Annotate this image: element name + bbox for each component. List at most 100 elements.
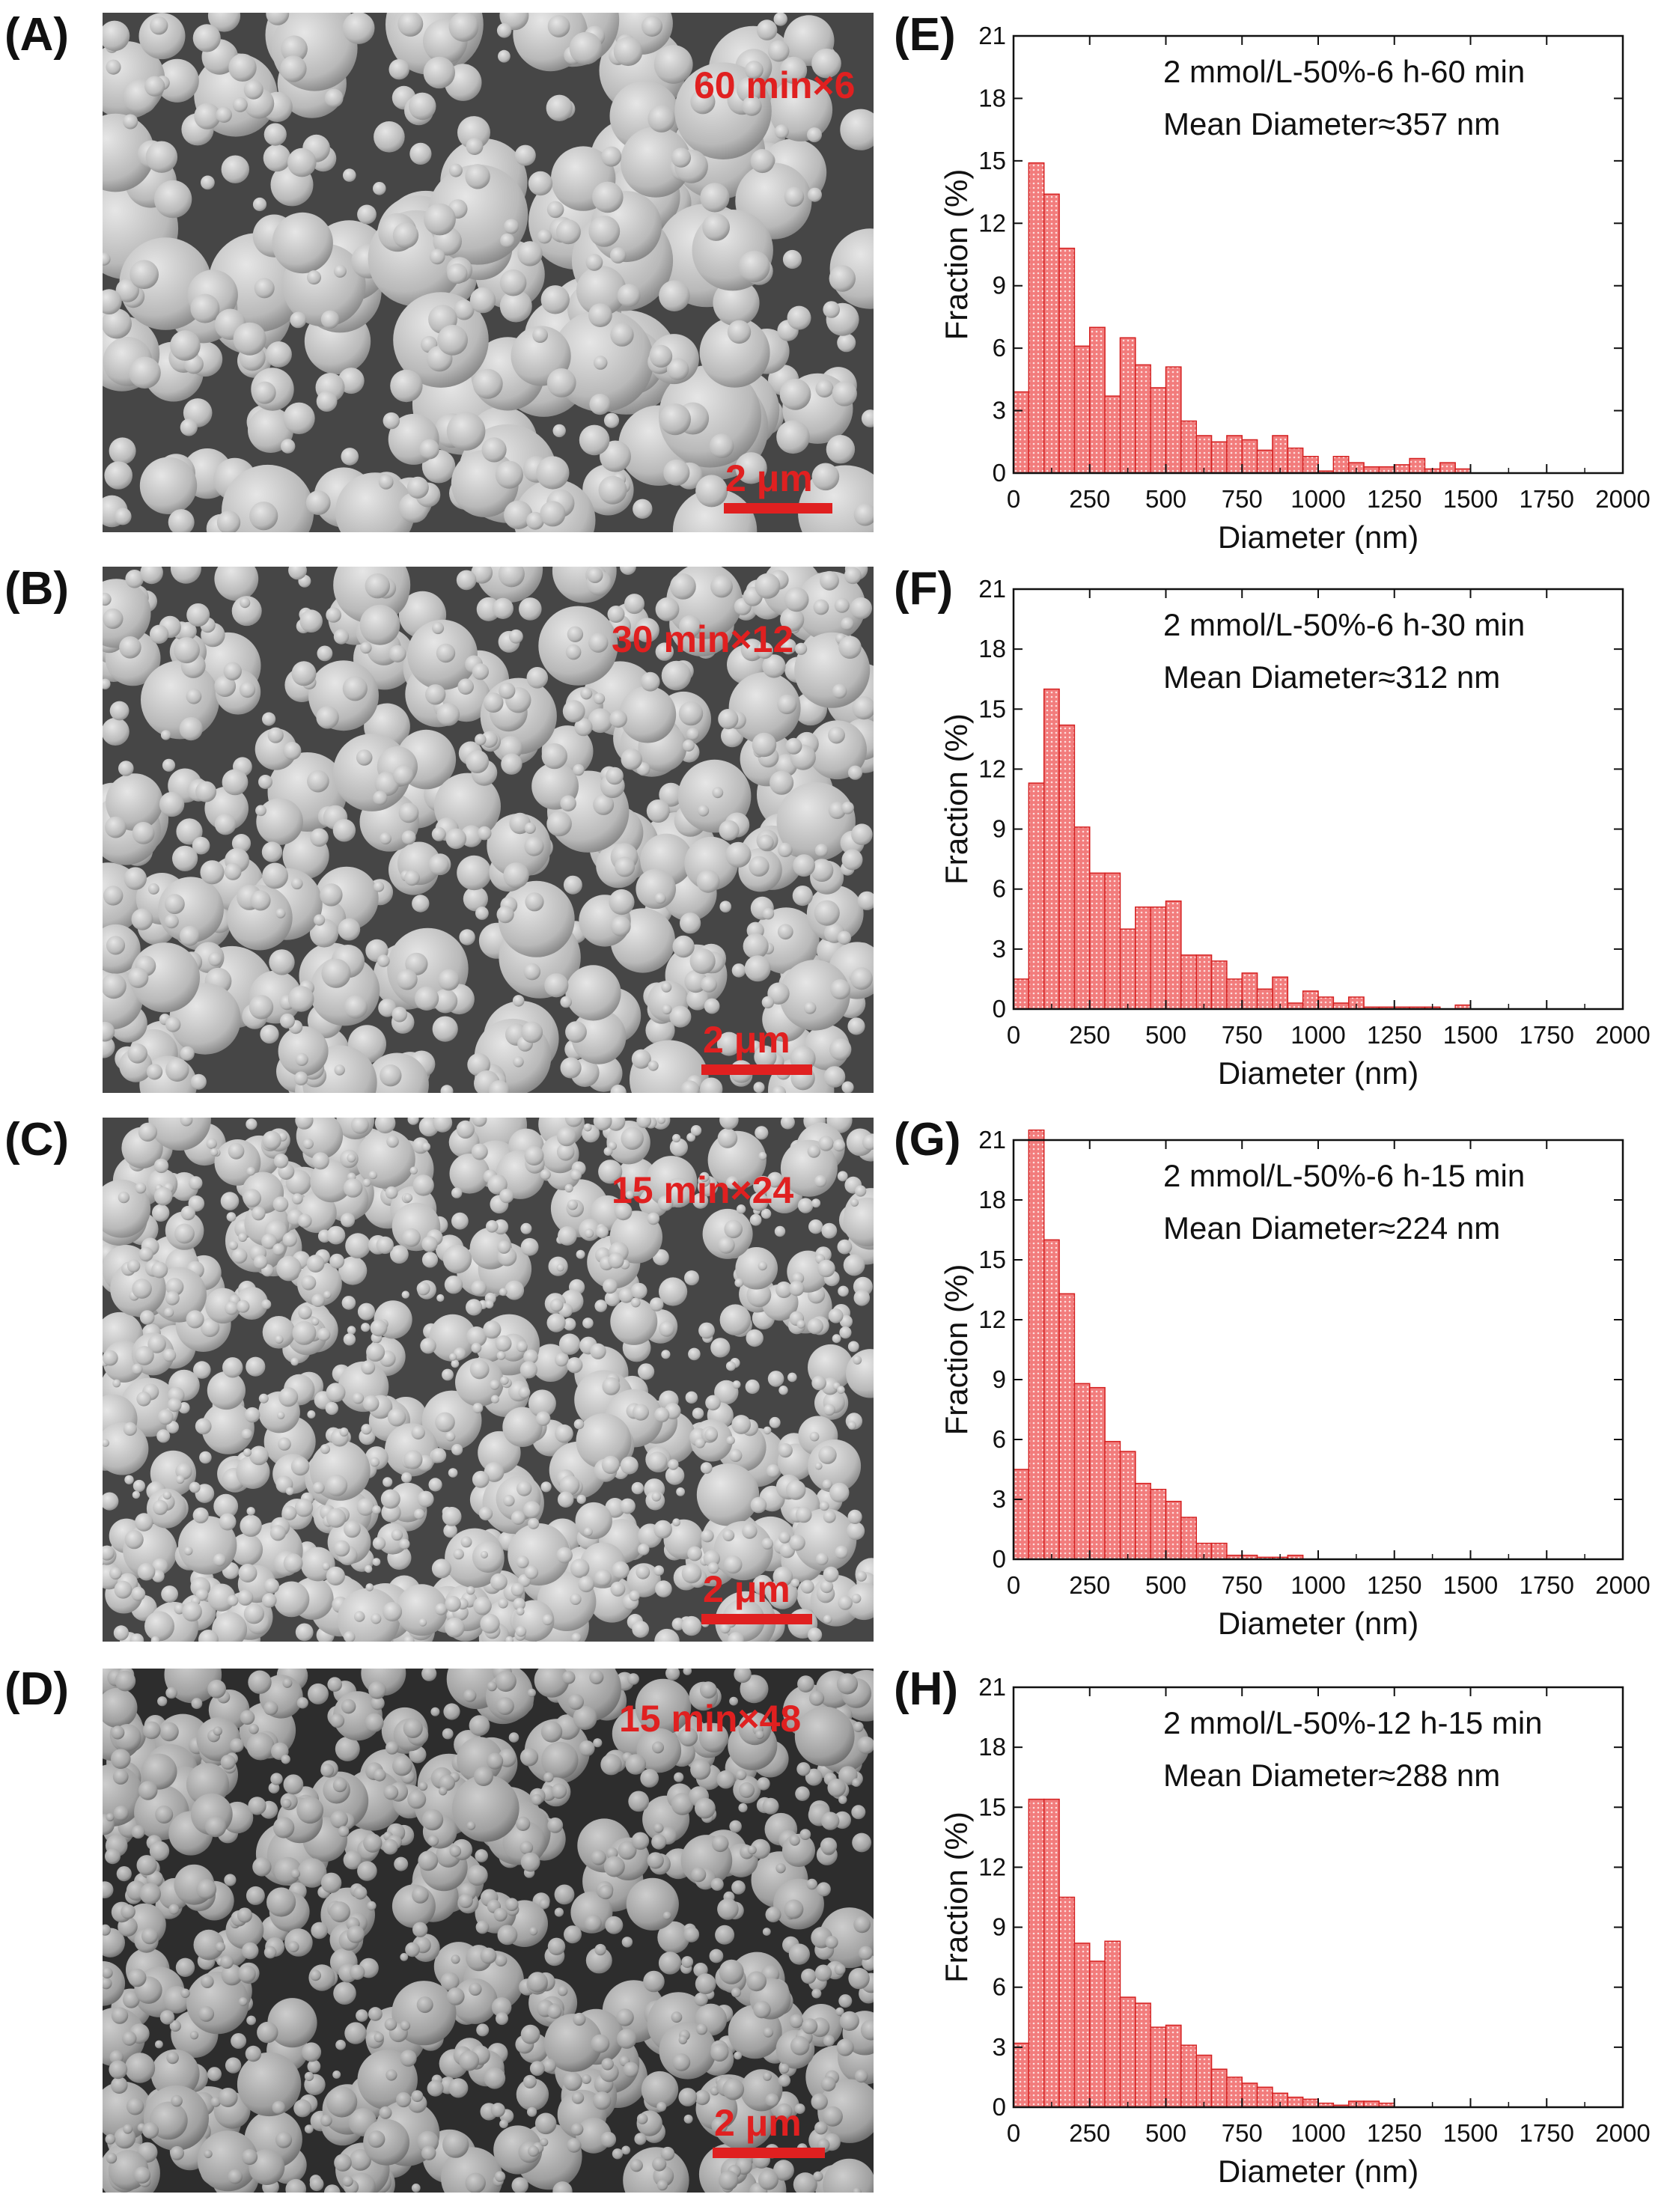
sem-image-b: 30 min×12 2 μm: [103, 567, 874, 1093]
histogram-bar: [1013, 2042, 1030, 2108]
x-tick-label: 1250: [1367, 1571, 1421, 1599]
histogram-bar: [1119, 1451, 1136, 1560]
histogram-bar: [1226, 2077, 1243, 2108]
histogram-bar: [1272, 435, 1289, 474]
y-tick-label: 15: [978, 695, 1006, 722]
sem-image-d: 15 min×48 2 μm: [103, 1669, 874, 2193]
sem-condition-label: 30 min×12: [612, 618, 794, 660]
mean-diameter-label: Mean Diameter≈224 nm: [1163, 1210, 1500, 1246]
x-axis-label: Diameter (nm): [1218, 520, 1418, 554]
y-tick-label: 3: [993, 935, 1006, 963]
histogram-bar: [1089, 872, 1106, 1010]
histogram-bar: [1119, 337, 1136, 474]
x-tick-label: 0: [1007, 1021, 1020, 1049]
y-tick-label: 18: [978, 84, 1006, 112]
histogram-bar: [1058, 247, 1076, 474]
histogram-bar: [1180, 954, 1197, 1010]
panel-label-h: (H): [894, 1663, 959, 1715]
y-axis-label: Fraction (%): [939, 1264, 974, 1436]
histogram-bar: [1150, 387, 1167, 474]
y-tick-label: 18: [978, 635, 1006, 662]
x-tick-label: 500: [1145, 485, 1186, 513]
histogram-f: 0 250 500 750 1000 1250 1500 1750 2000 0 3 6 9 12 15 18…: [939, 575, 1651, 1091]
histogram-bar: [1058, 724, 1076, 1010]
scale-bar-label: 2 μm: [703, 1019, 790, 1061]
x-tick-label: 1500: [1443, 485, 1498, 513]
panel-label-g: (G): [894, 1114, 961, 1166]
scale-bar-label: 2 μm: [725, 457, 813, 499]
x-tick-label: 250: [1069, 1571, 1110, 1599]
y-tick-label: 12: [978, 1853, 1006, 1880]
mean-diameter-label: Mean Diameter≈288 nm: [1163, 1758, 1500, 1793]
histogram-bar: [1317, 996, 1335, 1010]
histogram-bar: [1013, 978, 1030, 1010]
mean-diameter-label: Mean Diameter≈312 nm: [1163, 659, 1500, 695]
y-tick-label: 21: [978, 22, 1006, 49]
histogram-bar: [1043, 688, 1060, 1010]
x-tick-label: 750: [1222, 1021, 1263, 1049]
y-tick-label: 15: [978, 147, 1006, 174]
histogram-bar: [1165, 2024, 1182, 2108]
histogram-bar: [1287, 447, 1304, 474]
histogram-bar: [1409, 457, 1426, 474]
sem-condition-label: 60 min×6: [694, 64, 856, 106]
x-tick-label: 1500: [1443, 1571, 1498, 1599]
scale-bar: [724, 503, 832, 514]
x-axis-label: Diameter (nm): [1218, 2154, 1418, 2189]
histogram-bar: [1135, 364, 1151, 474]
histogram-bar: [1165, 900, 1182, 1010]
histogram-bar: [1195, 2054, 1213, 2108]
y-tick-label: 6: [993, 1425, 1006, 1453]
histogram-bar: [1028, 1129, 1045, 1560]
histogram-bar: [1210, 441, 1228, 474]
y-tick-label: 6: [993, 334, 1006, 362]
histogram-bar: [1180, 1517, 1197, 1560]
histogram-bar: [1256, 449, 1273, 474]
x-tick-label: 1000: [1290, 2119, 1345, 2147]
histogram-bar: [1210, 1542, 1228, 1560]
y-tick-label: 6: [993, 1973, 1006, 2001]
sem-particles: [103, 1118, 874, 1642]
histogram-bar: [1073, 826, 1091, 1010]
histogram-bar: [1150, 1488, 1167, 1560]
x-tick-label: 1750: [1520, 2119, 1574, 2147]
histogram-bar: [1089, 1960, 1106, 2108]
histogram-bar: [1226, 435, 1243, 474]
sem-particles: [103, 1669, 874, 2193]
chart-title: 2 mmol/L-50%-6 h-60 min: [1163, 54, 1525, 89]
histogram-bar: [1028, 782, 1045, 1010]
histogram-g: 0 250 500 750 1000 1250 1500 1750 2000 0 3 6 9 12 15 18…: [939, 1126, 1651, 1641]
x-tick-label: 750: [1222, 1571, 1263, 1599]
histogram-bar: [1058, 1896, 1076, 2108]
y-tick-label: 18: [978, 1186, 1006, 1213]
histogram-h: 0 250 500 750 1000 1250 1500 1750 2000 0 3 6 9 12 15 18…: [939, 1673, 1651, 2189]
x-tick-label: 750: [1222, 2119, 1263, 2147]
histogram-bar: [1119, 928, 1136, 1010]
histogram-bar: [1210, 960, 1228, 1010]
x-tick-label: 0: [1007, 1571, 1020, 1599]
histogram-bar: [1028, 162, 1045, 474]
histogram-bar: [1332, 456, 1350, 474]
x-tick-label: 250: [1069, 2119, 1110, 2147]
histogram-bar: [1363, 466, 1380, 474]
histogram-bar: [1104, 872, 1121, 1010]
x-tick-label: 1250: [1367, 2119, 1421, 2147]
y-axis-label: Fraction (%): [939, 1812, 974, 1983]
scale-bar: [701, 1064, 812, 1075]
histogram-bar: [1195, 435, 1213, 474]
panel-label-d: (D): [4, 1663, 70, 1715]
histogram-bar: [1256, 2086, 1273, 2108]
sem-particles: [103, 13, 874, 532]
scale-bar-label: 2 μm: [703, 1568, 790, 1610]
panel-label-a: (A): [4, 9, 70, 61]
chart-title: 2 mmol/L-50%-6 h-15 min: [1163, 1158, 1525, 1193]
x-tick-label: 1000: [1290, 485, 1345, 513]
y-tick-label: 0: [993, 995, 1006, 1023]
histogram-bar: [1180, 420, 1197, 474]
x-tick-label: 2000: [1595, 1571, 1650, 1599]
scale-bar-label: 2 μm: [714, 2102, 802, 2144]
histogram-bar: [1013, 1469, 1030, 1560]
panel-label-f: (F): [894, 563, 954, 615]
sem-condition-label: 15 min×48: [619, 1698, 802, 1740]
histogram-bar: [1241, 439, 1258, 474]
